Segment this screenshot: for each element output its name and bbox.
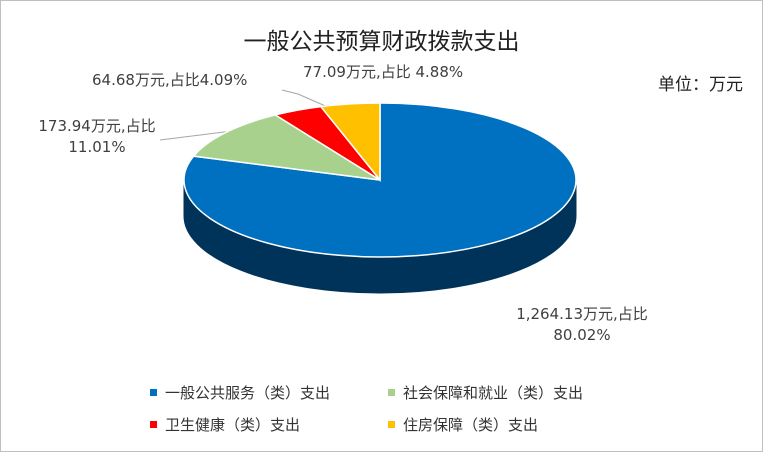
pie [183,102,577,294]
legend-item: 住房保障（类）支出 [388,414,538,435]
chart-title: 一般公共预算财政拨款支出 [243,29,520,55]
data-label: 77.09万元,占比 4.88% [303,63,464,81]
legend-marker [388,389,395,396]
legend-label: 住房保障（类）支出 [403,416,539,434]
legend-marker [388,421,395,428]
legend-label: 一般公共服务（类）支出 [165,384,331,402]
data-label: 173.94万元,占比 11.01% [38,117,156,156]
legend-marker [150,421,157,428]
leader-line [281,89,331,109]
legend-item: 卫生健康（类）支出 [150,414,300,435]
legend-label: 社会保障和就业（类）支出 [403,384,584,402]
legend-marker [150,389,157,396]
pie-slice [192,114,381,181]
unit-label: 单位：万元 [658,75,743,95]
legend-item: 一般公共服务（类）支出 [150,382,330,403]
legend-item: 社会保障和就业（类）支出 [388,382,583,403]
legend-label: 卫生健康（类）支出 [165,416,301,434]
pie-slice [319,102,381,183]
data-label: 1,264.13万元,占比 80.02% [516,305,648,344]
data-label: 64.68万元,占比4.09% [92,71,248,89]
